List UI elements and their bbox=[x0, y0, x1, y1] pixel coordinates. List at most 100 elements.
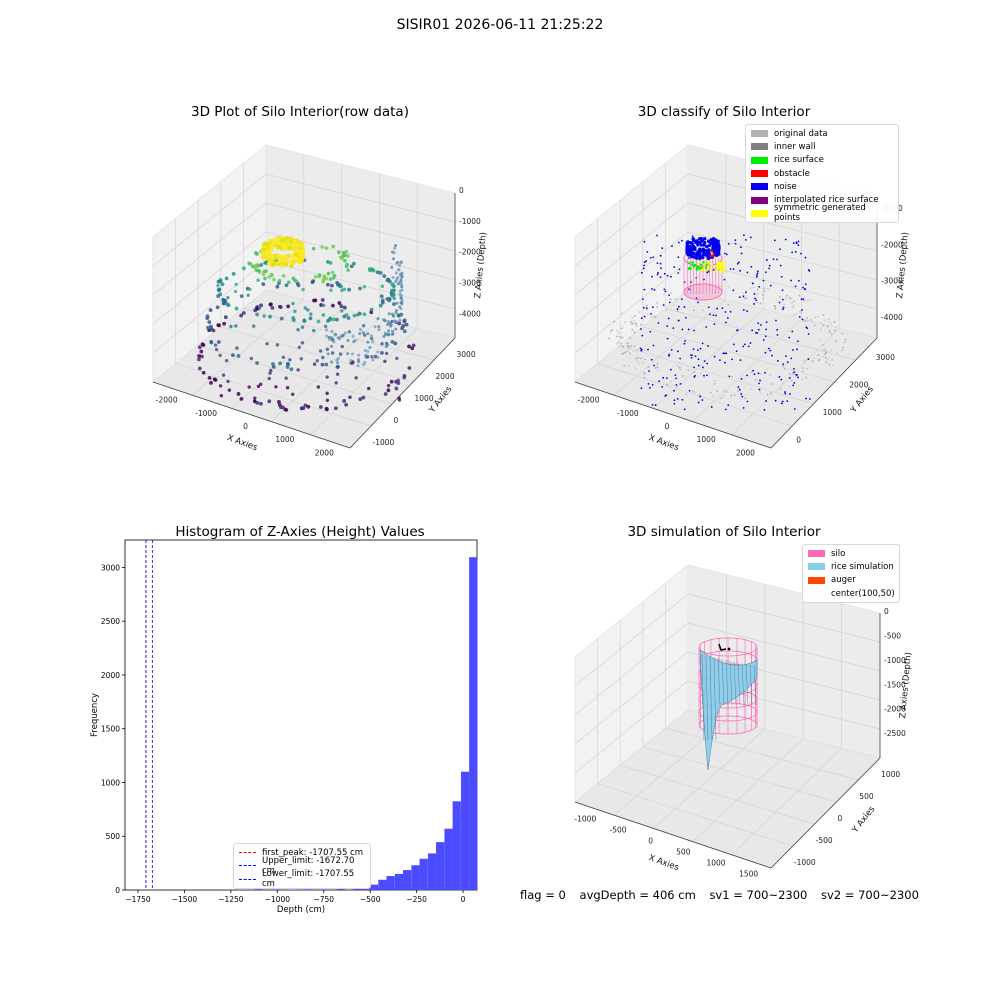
p1-point bbox=[351, 334, 355, 338]
p1-point bbox=[320, 362, 325, 367]
p1-z-tick: -4000 bbox=[459, 309, 481, 318]
p2-wall-point bbox=[662, 293, 665, 296]
p2-x-tick: -2000 bbox=[578, 396, 600, 405]
p1-point bbox=[315, 358, 319, 363]
p2-grid-z bbox=[574, 202, 878, 296]
p3-bar bbox=[427, 853, 437, 890]
p2-wall-point bbox=[825, 361, 828, 363]
p1-grid-floor-x bbox=[175, 363, 372, 427]
p1-point bbox=[377, 325, 381, 329]
p2-noise-point bbox=[775, 319, 777, 322]
p2-wall-point bbox=[830, 349, 833, 352]
p1-point bbox=[284, 407, 289, 412]
p1-point bbox=[344, 402, 349, 407]
p1-point bbox=[285, 365, 290, 369]
p4-grid-floor-y bbox=[692, 738, 804, 842]
sv1-text: sv1 = 700~2300 bbox=[709, 888, 808, 902]
p2-wall-point bbox=[665, 308, 668, 311]
p1-point bbox=[301, 406, 306, 411]
p2-noise-point bbox=[705, 244, 709, 249]
p2-noise-point bbox=[687, 253, 692, 257]
p1-point bbox=[335, 358, 339, 362]
p1-point bbox=[334, 317, 339, 322]
p2-x-tick: 1000 bbox=[697, 435, 716, 444]
p2-noise-point bbox=[758, 388, 761, 391]
p1-point bbox=[329, 288, 333, 292]
p3-bar bbox=[394, 873, 404, 890]
p2-wall-point bbox=[713, 382, 716, 385]
p1-point bbox=[279, 238, 284, 243]
p2-sym-point bbox=[722, 269, 726, 273]
p2-wall-point bbox=[822, 344, 825, 347]
panel2-legend: original data inner wall rice surface obsta… bbox=[745, 124, 899, 223]
p2-rice-point bbox=[695, 268, 699, 271]
p1-point bbox=[396, 268, 400, 272]
legend-label: center(100,50) bbox=[831, 588, 895, 599]
p1-point bbox=[264, 269, 268, 273]
p2-noise-point bbox=[777, 360, 779, 362]
p1-point bbox=[246, 293, 250, 298]
p1-point bbox=[380, 342, 384, 346]
p2-wall-point bbox=[759, 391, 761, 393]
legend-item: auger bbox=[808, 574, 894, 587]
p1-point bbox=[216, 294, 221, 298]
p1-point bbox=[272, 277, 276, 282]
p2-noise-point bbox=[706, 374, 708, 377]
p1-point bbox=[275, 245, 280, 250]
p2-noise-point bbox=[716, 307, 719, 310]
p2-rice-point bbox=[688, 261, 691, 265]
p1-point bbox=[294, 252, 299, 257]
p2-wall-point bbox=[806, 367, 809, 370]
p1-point bbox=[261, 272, 266, 276]
p1-point bbox=[394, 327, 398, 331]
p1-point bbox=[371, 358, 375, 362]
p2-wall-point bbox=[822, 355, 825, 358]
p1-point bbox=[275, 240, 281, 246]
p2-wall-point bbox=[830, 323, 833, 326]
p1-point bbox=[268, 371, 272, 375]
p2-noise-point bbox=[698, 256, 702, 261]
p2-noise-point bbox=[723, 352, 726, 355]
p2-noise-point bbox=[697, 401, 700, 404]
p1-point bbox=[330, 329, 334, 333]
p1-grid-floor-y bbox=[310, 328, 418, 436]
p2-grid-z bbox=[574, 260, 878, 354]
p2-noise-point bbox=[738, 296, 741, 298]
p1-point bbox=[373, 325, 377, 329]
legend-label: Upper_limit: -1672.70 cm bbox=[262, 855, 355, 876]
p1-y-axis-line bbox=[349, 337, 456, 449]
p2-x-axis-line bbox=[574, 381, 772, 449]
p1-point bbox=[391, 257, 395, 261]
p1-point bbox=[200, 342, 205, 347]
p2-wall-point bbox=[763, 290, 766, 292]
p1-point bbox=[392, 302, 396, 307]
p1-point bbox=[268, 238, 273, 243]
p1-point bbox=[277, 400, 281, 404]
p2-noise-point bbox=[727, 404, 730, 407]
p2-noise-point bbox=[739, 359, 742, 361]
p1-point bbox=[342, 314, 347, 319]
p4-mesh-line bbox=[733, 661, 737, 706]
p1-point bbox=[318, 405, 323, 409]
p1-point bbox=[278, 361, 283, 366]
p2-wall-point bbox=[805, 376, 808, 379]
p1-point bbox=[306, 404, 311, 409]
p4-x-tick: 1000 bbox=[706, 859, 725, 868]
p1-point bbox=[390, 332, 394, 336]
p1-point bbox=[354, 376, 358, 380]
p1-point bbox=[276, 253, 281, 258]
p1-point bbox=[296, 328, 300, 332]
p2-noise-point bbox=[694, 355, 697, 358]
p2-noise-point bbox=[790, 357, 793, 360]
p2-wall-point bbox=[793, 314, 796, 316]
p2-wall-point bbox=[616, 335, 619, 338]
p1-point bbox=[221, 298, 226, 302]
p2-wall-point bbox=[719, 298, 722, 301]
p1-point bbox=[331, 303, 335, 308]
p3-bar bbox=[386, 876, 395, 890]
p1-point bbox=[367, 386, 371, 391]
p1-point bbox=[328, 316, 333, 321]
p2-wall-point bbox=[827, 358, 829, 360]
p1-point bbox=[398, 264, 402, 268]
p1-point bbox=[296, 283, 301, 288]
